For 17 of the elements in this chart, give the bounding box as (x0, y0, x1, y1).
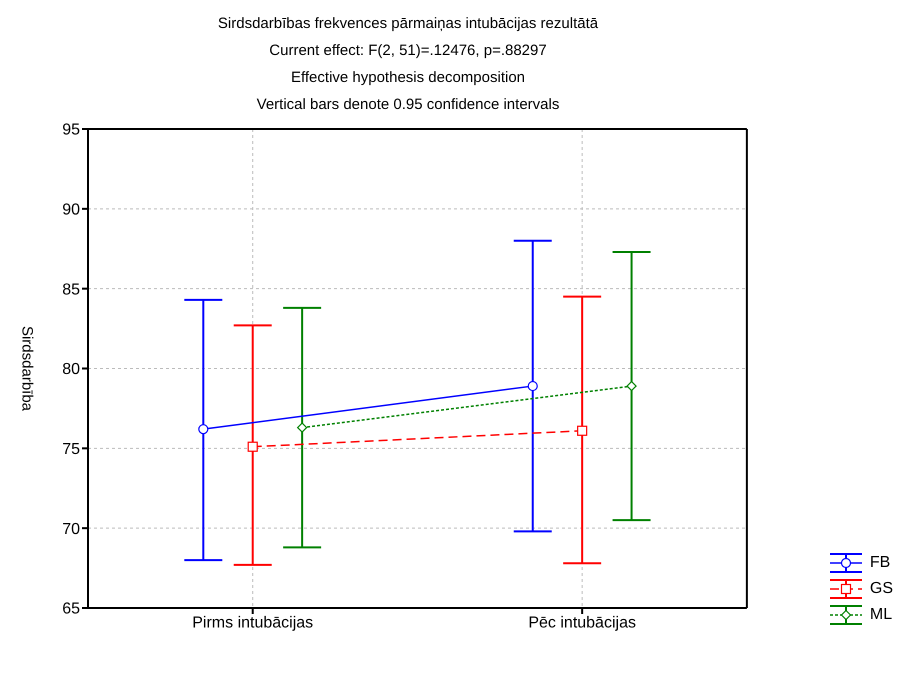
y-tick-label: 70 (62, 520, 80, 538)
y-tick-label: 80 (62, 361, 80, 378)
legend-label: FB (870, 553, 890, 573)
text: Vertical bars denote 0.95 confidence intervals (256, 95, 560, 115)
y-tick-label: 90 (62, 202, 80, 219)
y-tick-label: 75 (62, 441, 80, 458)
legend-label: GS (870, 579, 893, 599)
chart-title: Sirdsdarbības frekvences pārmaiņas intubācijas rezultātā (216, 14, 600, 34)
y-axis-title: Sirdsdarbība (18, 326, 36, 412)
chart-subtitle: Current effect: F(2, 51)=.12476, p=.88297 (268, 41, 548, 61)
y-tick-label: 65 (62, 600, 80, 618)
y-tick-label: 95 (62, 122, 80, 139)
legend-label: ML (870, 605, 892, 625)
text: Effective hypothesis decomposition (290, 68, 526, 88)
x-tick-label: Pirms intubācijas (192, 614, 314, 632)
x-tick-label: Pēc intubācijas (528, 614, 636, 632)
y-tick-label: 85 (62, 281, 80, 298)
